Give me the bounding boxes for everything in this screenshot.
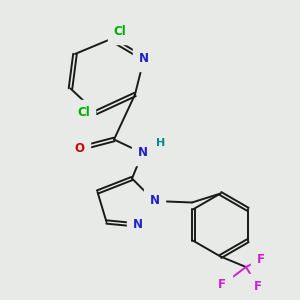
Text: N: N — [133, 218, 143, 232]
Text: O: O — [74, 142, 85, 155]
Text: F: F — [254, 280, 262, 293]
Text: N: N — [149, 194, 160, 208]
Text: N: N — [139, 52, 149, 65]
Text: F: F — [218, 278, 226, 292]
Text: F: F — [257, 253, 265, 266]
Text: N: N — [137, 146, 148, 160]
Text: Cl: Cl — [114, 25, 127, 38]
Text: H: H — [156, 137, 165, 148]
Text: Cl: Cl — [77, 106, 90, 119]
